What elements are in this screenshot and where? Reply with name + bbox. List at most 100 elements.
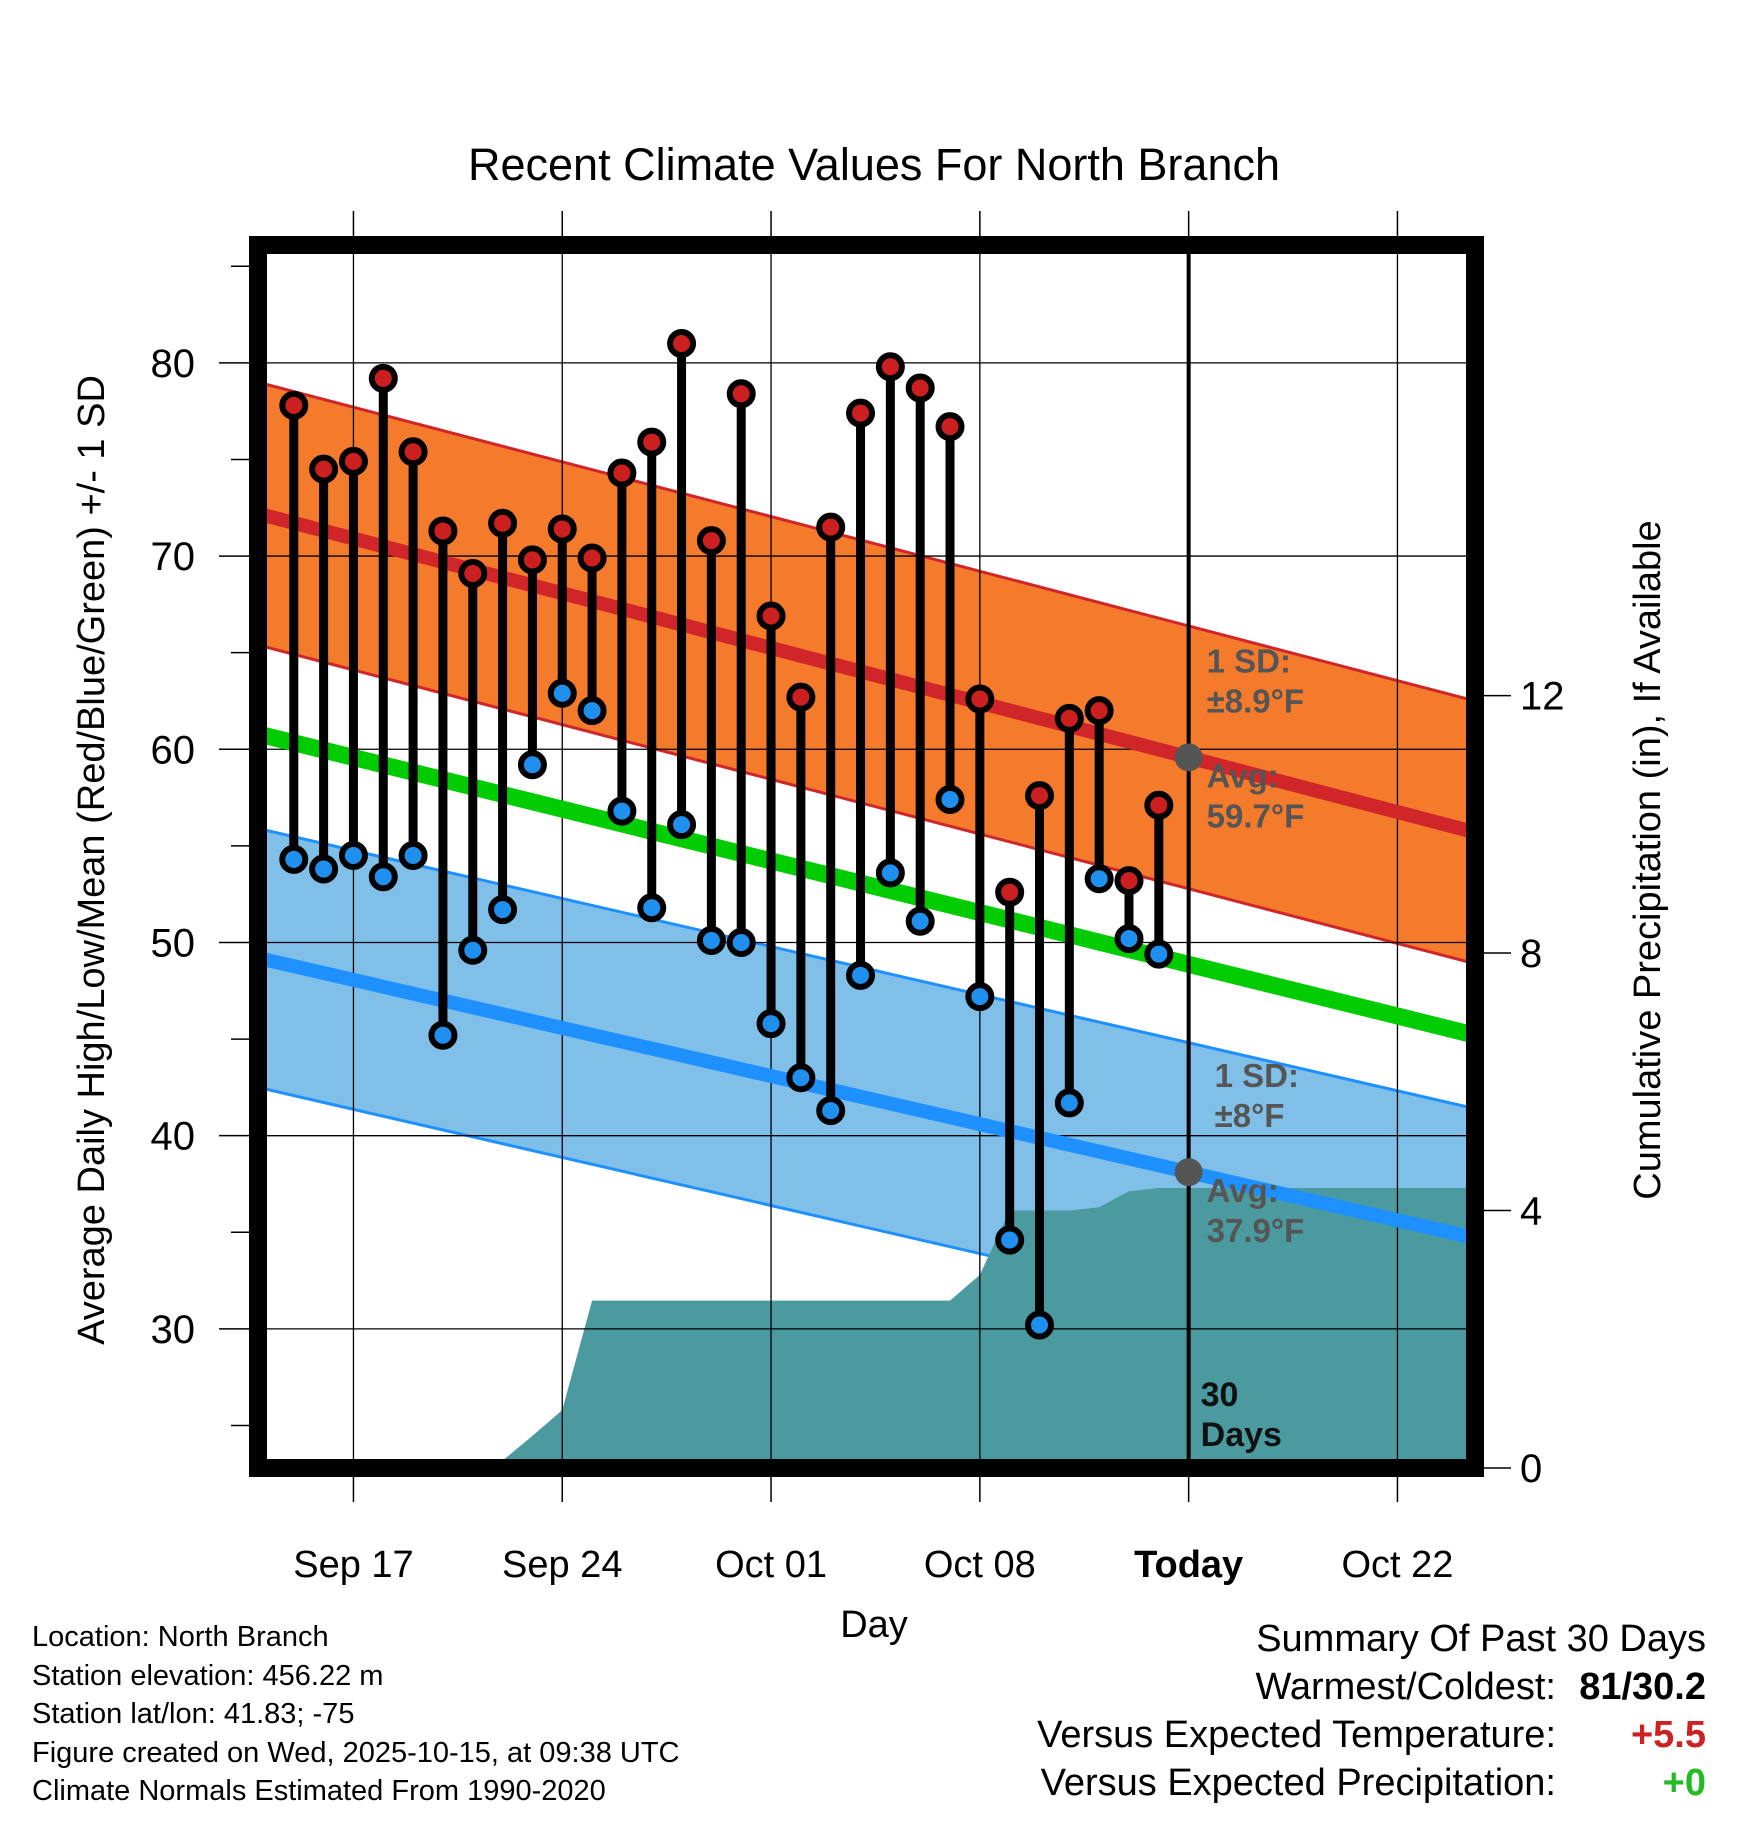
daily-low-point xyxy=(309,854,339,884)
x-tick-label: Oct 01 xyxy=(715,1544,827,1586)
info-latlon: Station lat/lon: 41.83; -75 xyxy=(32,1698,355,1730)
daily-low-point xyxy=(1144,939,1174,969)
daily-low-point xyxy=(458,935,488,965)
daily-high-point xyxy=(458,558,488,588)
daily-low-point xyxy=(547,678,577,708)
daily-high-point xyxy=(1084,696,1114,726)
daily-high-point xyxy=(726,379,756,409)
daily-high-point xyxy=(905,373,935,403)
x-tick-label: Oct 08 xyxy=(924,1544,1036,1586)
daily-high-point xyxy=(756,601,786,631)
daily-low-point xyxy=(875,858,905,888)
high-avg-value: 59.7°F xyxy=(1207,797,1305,834)
daily-high-point xyxy=(577,543,607,573)
x-tick-label: Oct 22 xyxy=(1341,1544,1453,1586)
high-sd-upper-edge xyxy=(258,380,1475,703)
y-tick-label: 50 xyxy=(151,921,196,965)
high-sd-lower-edge xyxy=(258,643,1475,966)
mean-avg-line xyxy=(258,725,1475,1044)
temp-value: +5.5 xyxy=(1630,1714,1706,1756)
daily-high-point xyxy=(786,682,816,712)
daily-low-point xyxy=(816,1096,846,1126)
y-axis-label: Average Daily High/Low/Mean (Red/Blue/Gr… xyxy=(71,375,113,1345)
y-tick-label: 70 xyxy=(151,535,196,579)
info-created: Figure created on Wed, 2025-10-15, at 09… xyxy=(32,1736,680,1769)
summary-panel: Summary Of Past 30 Days Warmest/Coldest:… xyxy=(946,1618,1706,1810)
daily-low-point xyxy=(577,696,607,726)
daily-high-point xyxy=(816,512,846,542)
today-days-number: 30 xyxy=(1201,1376,1239,1414)
info-normals: Climate Normals Estimated From 1990-2020 xyxy=(32,1775,606,1807)
daily-low-point xyxy=(398,841,428,871)
y-tick-label: 40 xyxy=(151,1115,196,1159)
warmest-value: 81/30.2 xyxy=(1579,1666,1706,1708)
daily-low-point xyxy=(1054,1088,1084,1118)
daily-low-point xyxy=(1084,864,1114,894)
daily-high-point xyxy=(965,684,995,714)
daily-low-point xyxy=(935,785,965,815)
daily-high-point xyxy=(637,427,667,457)
station-info: Location: North Branch Station elevation… xyxy=(32,1618,680,1811)
daily-high-point xyxy=(517,545,547,575)
today-days-word: Days xyxy=(1201,1416,1282,1454)
x-tick-label: Today xyxy=(1134,1544,1243,1586)
daily-high-point xyxy=(428,516,458,546)
x-tick-label: Sep 24 xyxy=(502,1544,622,1586)
y2-tick-label: 4 xyxy=(1520,1190,1542,1234)
daily-high-point xyxy=(667,329,697,359)
daily-high-point xyxy=(1054,703,1084,733)
today-high-avg-marker xyxy=(1174,743,1203,772)
high-sd-label: 1 SD: xyxy=(1207,642,1291,679)
daily-high-point xyxy=(1114,866,1144,896)
y2-axis-label: Cumulative Precipitation (in), If Availa… xyxy=(1627,520,1669,1199)
warmest-label: Warmest/Coldest: xyxy=(1255,1666,1556,1708)
daily-low-point xyxy=(279,844,309,874)
daily-low-point xyxy=(488,895,518,925)
daily-high-point xyxy=(488,508,518,538)
daily-high-point xyxy=(368,363,398,393)
precip-area xyxy=(258,1187,1475,1468)
low-sd-label: 1 SD: xyxy=(1215,1057,1299,1094)
daily-low-point xyxy=(1025,1310,1055,1340)
daily-high-point xyxy=(846,398,876,428)
y-tick-label: 80 xyxy=(151,342,196,386)
y2-tick-label: 8 xyxy=(1520,932,1542,976)
daily-high-point xyxy=(875,352,905,382)
daily-high-point xyxy=(279,390,309,420)
daily-low-point xyxy=(726,927,756,957)
info-location: Location: North Branch xyxy=(32,1621,329,1653)
x-tick-label: Sep 17 xyxy=(293,1544,413,1586)
daily-high-point xyxy=(547,514,577,544)
daily-low-point xyxy=(1114,924,1144,954)
y2-tick-label: 0 xyxy=(1520,1447,1542,1491)
daily-high-point xyxy=(607,458,637,488)
high-avg-label: Avg: xyxy=(1207,757,1279,794)
precip-label: Versus Expected Precipitation: xyxy=(1040,1762,1556,1804)
high-sd-value: ±8.9°F xyxy=(1207,682,1304,719)
daily-low-point xyxy=(368,862,398,892)
daily-low-point xyxy=(696,926,726,956)
low-sd-value: ±8°F xyxy=(1215,1097,1285,1134)
daily-low-point xyxy=(667,810,697,840)
daily-low-point xyxy=(846,960,876,990)
daily-high-point xyxy=(935,412,965,442)
daily-high-point xyxy=(1144,790,1174,820)
precip-value: +0 xyxy=(1662,1762,1706,1804)
today-low-avg-marker xyxy=(1174,1158,1203,1187)
daily-low-point xyxy=(756,1009,786,1039)
daily-high-point xyxy=(338,446,368,476)
temp-label: Versus Expected Temperature: xyxy=(1037,1714,1556,1756)
daily-high-point xyxy=(1025,781,1055,811)
daily-low-point xyxy=(338,841,368,871)
daily-low-point xyxy=(517,750,547,780)
low-avg-value: 37.9°F xyxy=(1207,1212,1305,1249)
y-tick-label: 30 xyxy=(151,1308,196,1352)
summary-title: Summary Of Past 30 Days xyxy=(1256,1618,1706,1660)
low-avg-line xyxy=(258,951,1475,1245)
daily-high-point xyxy=(398,437,428,467)
daily-high-point xyxy=(995,877,1025,907)
daily-low-point xyxy=(905,906,935,936)
daily-low-point xyxy=(965,982,995,1012)
info-elevation: Station elevation: 456.22 m xyxy=(32,1659,384,1692)
